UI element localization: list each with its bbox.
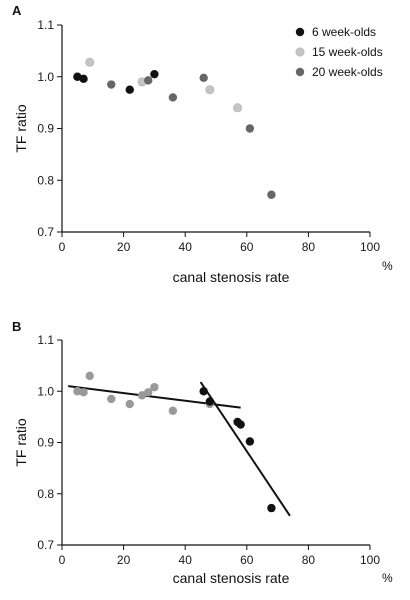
y-tick-label: 0.8 [37, 173, 54, 187]
y-tick-label: 1.0 [37, 384, 54, 398]
x-tick-label: 20 [117, 240, 131, 254]
legend-label: 6 week-olds [312, 25, 376, 39]
y-axis-label: TF ratio [13, 418, 29, 466]
data-point [85, 371, 94, 381]
x-tick-label: 0 [59, 240, 66, 254]
y-tick-label: 1.1 [37, 333, 54, 347]
legend-label: 15 week-olds [312, 45, 383, 59]
x-tick-label: 60 [240, 553, 254, 567]
y-tick-label: 0.7 [37, 538, 54, 552]
panel-a: A 0 20 40 60 80 100 0.7 0.8 0.9 1.0 1.1 canal stenos… [12, 3, 393, 285]
panel-letter: A [12, 3, 22, 18]
data-point [107, 394, 116, 404]
fit-line [199, 381, 291, 517]
data-point [245, 124, 255, 133]
y-tick-label: 1.1 [37, 18, 54, 32]
data-point [144, 388, 153, 397]
data-point [168, 406, 178, 415]
legend-marker [295, 67, 305, 77]
legend-marker [295, 27, 305, 37]
x-tick-label: 80 [302, 553, 316, 567]
y-axis-label: TF ratio [13, 104, 29, 152]
x-tick-label: 20 [117, 553, 131, 567]
x-tick-label: 0 [59, 553, 66, 567]
data-point [199, 387, 208, 396]
legend-marker [295, 47, 305, 57]
legend: 6 week-olds 15 week-olds 20 week-olds [295, 25, 383, 79]
data-point [150, 382, 159, 392]
x-tick-label: 40 [179, 240, 193, 254]
x-axis-unit: % [382, 259, 393, 273]
data-point [233, 103, 243, 113]
x-tick-label: 40 [179, 553, 193, 567]
data-point [79, 74, 88, 84]
y-tick-label: 1.0 [37, 70, 54, 84]
y-tick-label: 0.8 [37, 487, 54, 501]
legend-label: 20 week-olds [312, 65, 383, 79]
data-point [267, 190, 276, 199]
data-point [199, 73, 208, 82]
panel-b: B 0 20 40 60 80 100 0.7 0.8 0.9 1.0 1.1 canal stenos… [12, 319, 393, 586]
data-point [144, 76, 153, 85]
x-axis-unit: % [382, 571, 393, 585]
data-point [245, 437, 255, 446]
data-point [79, 388, 88, 397]
data-point [150, 69, 159, 79]
data-point [125, 85, 134, 94]
data-point [107, 80, 116, 89]
y-tick-label: 0.7 [37, 225, 54, 239]
x-tick-label: 60 [240, 240, 254, 254]
x-tick-label: 80 [302, 240, 316, 254]
panel-letter: B [12, 319, 21, 334]
data-point [236, 420, 245, 429]
x-tick-label: 100 [360, 240, 380, 254]
data-point [205, 85, 215, 95]
data-point [125, 399, 134, 409]
data-point [267, 503, 276, 513]
data-point [205, 397, 215, 406]
y-tick-label: 0.9 [37, 122, 54, 136]
y-tick-label: 0.9 [37, 436, 54, 450]
x-tick-label: 100 [360, 553, 380, 567]
x-axis-label: canal stenosis rate [173, 269, 290, 285]
data-point [85, 57, 95, 67]
data-point [168, 93, 178, 102]
x-axis-label: canal stenosis rate [173, 570, 290, 586]
